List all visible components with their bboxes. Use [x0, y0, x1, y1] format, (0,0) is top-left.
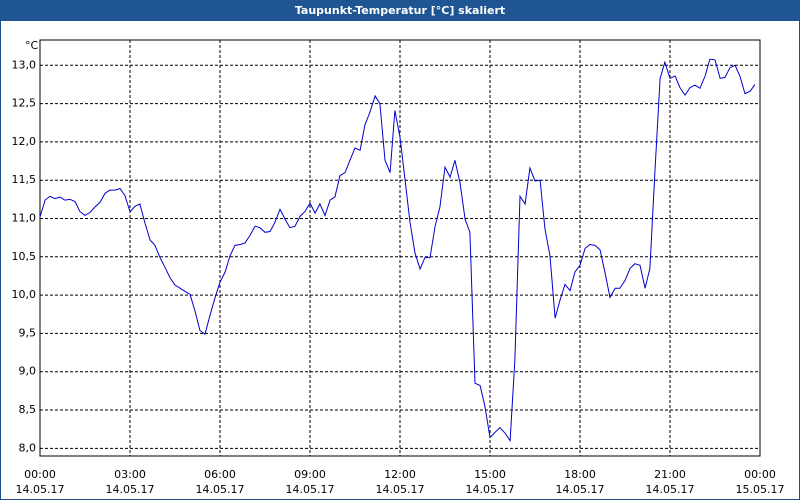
x-tick-date: 14.05.17	[106, 483, 155, 496]
x-tick-label: 03:00	[114, 468, 146, 481]
y-tick-label: 9,5	[19, 326, 37, 339]
y-tick-label: 13,0	[12, 58, 37, 71]
x-tick-date: 14.05.17	[16, 483, 65, 496]
y-tick-label: 12,0	[12, 135, 37, 148]
y-tick-label: 11,0	[12, 212, 37, 225]
y-tick-label: 10,5	[12, 250, 37, 263]
x-tick-label: 18:00	[564, 468, 596, 481]
y-unit: °C	[25, 39, 39, 52]
x-tick-label: 09:00	[294, 468, 326, 481]
y-tick-label: 8,0	[19, 441, 37, 454]
x-tick-label: 12:00	[384, 468, 416, 481]
x-tick-label: 15:00	[474, 468, 506, 481]
y-tick-label: 10,0	[12, 288, 37, 301]
y-tick-label: 11,5	[12, 173, 37, 186]
y-tick-label: 8,5	[19, 403, 37, 416]
y-tick-label: 12,5	[12, 97, 37, 110]
x-tick-label: 00:00	[744, 468, 776, 481]
x-tick-label: 06:00	[204, 468, 236, 481]
x-tick-label: 21:00	[654, 468, 686, 481]
x-tick-date: 14.05.17	[286, 483, 335, 496]
x-tick-date: 15.05.17	[736, 483, 785, 496]
x-tick-date: 14.05.17	[376, 483, 425, 496]
x-tick-date: 14.05.17	[466, 483, 515, 496]
x-tick-date: 14.05.17	[196, 483, 245, 496]
x-tick-date: 14.05.17	[556, 483, 605, 496]
x-tick-date: 14.05.17	[646, 483, 695, 496]
x-tick-label: 00:00	[24, 468, 56, 481]
data-line	[39, 58, 756, 443]
y-tick-label: 9,0	[19, 365, 37, 378]
title-bar	[0, 0, 800, 21]
chart-title: Taupunkt-Temperatur [°C] skaliert	[295, 4, 505, 17]
